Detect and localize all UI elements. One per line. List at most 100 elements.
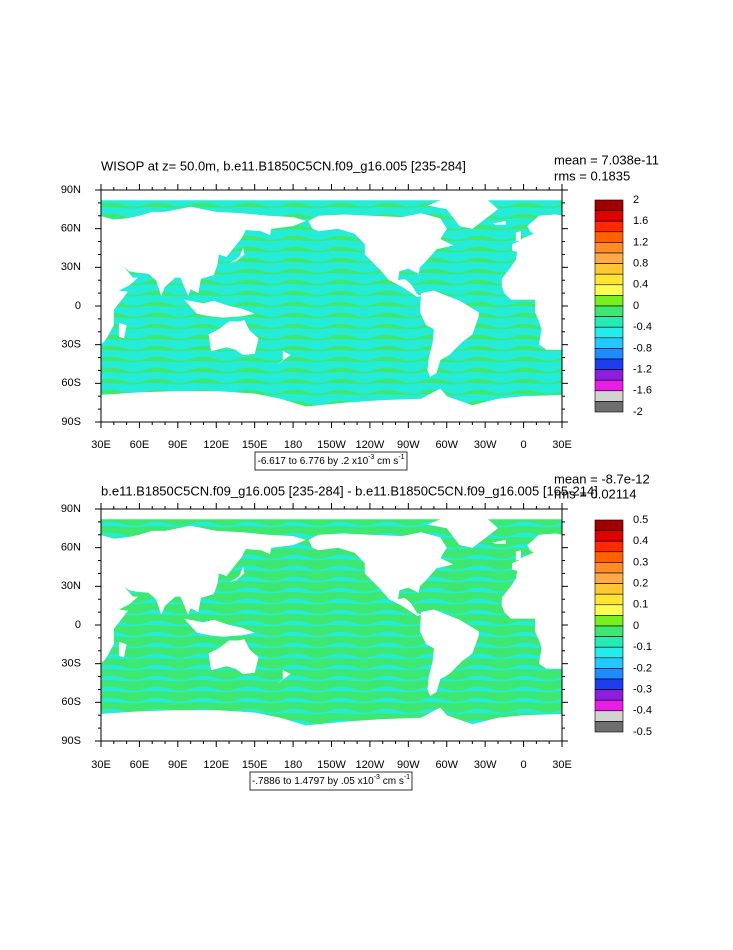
colorbar-box [594,721,624,733]
x-tick-label: 90W [397,439,420,451]
colorbar-box [594,551,624,563]
colorbar-label: -2 [633,406,643,418]
x-tick-label: 60E [130,439,150,451]
info-label: -.7886 to 1.4797 by .05 x10-3 cm s-1 [252,774,410,787]
land [276,351,291,366]
land [419,290,479,377]
x-tick-label: 60W [435,759,458,771]
colorbar-box [594,646,624,659]
land [419,609,479,696]
y-tick-label: 30N [61,580,81,592]
x-tick-label: 0 [521,759,527,771]
colorbar-label: 0.4 [633,279,648,291]
colorbar-label: 0.8 [633,258,648,270]
land [118,322,127,339]
colorbar-box [594,305,624,317]
colorbar-label: 0.4 [633,535,648,547]
colorbar-box [594,657,624,669]
colorbar-label: -1.2 [633,364,652,376]
colorbar-box [594,540,624,553]
map-panel [101,509,562,741]
land [492,539,506,544]
x-tick-label: 180 [284,759,302,771]
x-tick-label: 120E [203,759,229,771]
x-tick-label: 30E [552,439,572,451]
y-tick-label: 0 [75,300,81,312]
land [101,190,562,201]
x-tick-label: 150W [317,439,346,451]
colorbar-box [594,615,624,627]
x-tick-label: 30E [91,759,111,771]
y-tick-label: 60N [61,223,81,235]
colorbar-box [594,689,624,701]
x-tick-label: 30E [91,439,111,451]
info-box [249,771,413,791]
colorbar-label: 0 [633,620,639,632]
info-exponent: -3 [374,774,380,781]
colorbar-box [594,295,624,307]
y-tick-label: 90N [61,503,81,515]
colorbar-box [594,668,624,680]
y-tick-label: 60N [61,542,81,554]
colorbar-box [594,562,624,574]
colorbar-box [594,348,624,360]
land [101,525,306,664]
y-tick-label: 0 [75,619,81,631]
info-text: -6.617 to 6.776 by .2 x10 [258,456,369,467]
colorbar-box [594,252,624,264]
land [492,220,506,225]
y-tick-label: 90N [61,184,81,196]
colorbar-label: 0.2 [633,578,648,590]
colorbar-label: 2 [633,194,639,206]
colorbar-box [594,401,624,413]
colorbar-box [594,604,624,616]
colorbar-box [594,530,624,542]
colorbar-box [594,572,624,584]
colorbar-box [594,337,624,349]
colorbar-box [594,390,624,402]
colorbar-label: -0.1 [633,641,652,653]
colorbar-box [594,284,624,296]
land [184,299,255,318]
colorbar-label: 1.2 [633,236,648,248]
land [501,533,562,669]
colorbar-label: -1.6 [633,385,652,397]
land [101,707,562,741]
rms-stat: rms = 0.02114 [554,486,637,501]
y-tick-label: 30S [61,658,81,670]
colorbar-box [594,326,624,339]
mean-stat: mean = 7.038e-11 [554,152,659,167]
x-tick-label: 0 [521,439,527,451]
panel-title: b.e11.B1850C5CN.f09_g16.005 [235-284] - … [101,483,598,498]
colorbar-label: -0.8 [633,342,652,354]
y-tick-label: 60S [61,696,81,708]
colorbar-box [594,231,624,243]
land [427,516,498,548]
land [101,388,562,422]
land [276,670,291,685]
colorbar-box [594,710,624,722]
land [515,550,521,561]
info-unit-exponent: -1 [398,454,404,461]
colorbar-box [594,678,624,690]
colorbar-label: 0.3 [633,556,648,568]
x-tick-label: 90E [168,759,188,771]
land [501,214,562,350]
x-tick-label: 150E [242,439,268,451]
land [208,639,259,674]
land [229,567,245,583]
colorbar-label: 0.1 [633,599,648,611]
colorbar-label: 1.6 [633,215,648,227]
rms-stat: rms = 0.1835 [554,168,630,183]
x-tick-label: 30W [474,759,497,771]
colorbar-box [594,369,624,381]
y-tick-label: 30S [61,339,81,351]
x-tick-label: 150E [242,759,268,771]
colorbar-label: -0.5 [633,726,652,738]
colorbar-label: -0.4 [633,705,652,717]
colorbar-label: 0.5 [633,514,648,526]
x-tick-label: 90E [168,439,188,451]
x-tick-label: 120E [203,439,229,451]
map-panel [101,190,562,422]
x-tick-label: 60W [435,439,458,451]
